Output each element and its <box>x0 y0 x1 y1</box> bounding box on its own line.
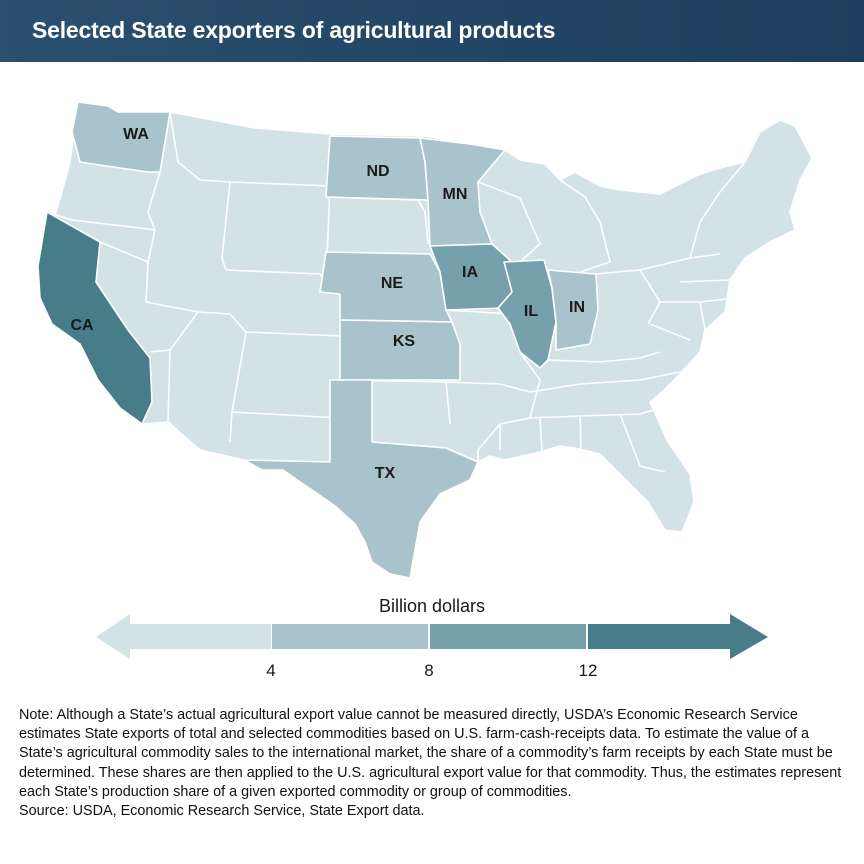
state-label-mn: MN <box>443 186 468 203</box>
state-wa <box>71 101 171 173</box>
legend-tick-8: 8 <box>424 661 433 680</box>
state-label-tx: TX <box>375 465 396 482</box>
legend-bin-2 <box>272 624 428 649</box>
state-label-ia: IA <box>462 264 478 281</box>
state-label-ca: CA <box>70 317 94 334</box>
state-label-ks: KS <box>393 333 416 350</box>
title-banner: Selected State exporters of agricultural… <box>0 0 864 62</box>
legend-bin-1 <box>96 614 130 659</box>
state-mn <box>419 137 506 247</box>
legend-bin-3 <box>430 624 586 649</box>
state-tx <box>243 379 479 579</box>
legend-tick-12: 12 <box>579 661 598 680</box>
state-ks <box>339 319 461 381</box>
source-text: Source: USDA, Economic Research Service,… <box>19 803 425 820</box>
map-title: Selected State exporters of agricultural… <box>32 17 556 43</box>
legend-bin-4 <box>588 624 734 649</box>
state-label-il: IL <box>524 303 538 320</box>
legend-scale: 4 8 12 <box>96 614 768 680</box>
legend-tick-4: 4 <box>266 661 275 680</box>
state-in <box>547 269 599 351</box>
note-text: Note: Although a State’s actual agricult… <box>19 707 842 800</box>
state-label-ne: NE <box>381 275 404 292</box>
legend-bin-1-body <box>129 624 271 649</box>
state-label-wa: WA <box>123 126 149 143</box>
state-label-in: IN <box>569 299 585 316</box>
legend-arrowhead <box>730 614 768 659</box>
state-ca <box>37 211 153 425</box>
legend-title: Billion dollars <box>378 596 486 616</box>
us-map: WA CA ND MN NE IA IL IN KS TX <box>0 62 864 592</box>
us-map-svg: WA CA ND MN NE IA IL IN KS TX <box>37 101 813 579</box>
note-block: Note: Although a State’s actual agricult… <box>19 706 855 821</box>
state-label-nd: ND <box>366 163 389 180</box>
